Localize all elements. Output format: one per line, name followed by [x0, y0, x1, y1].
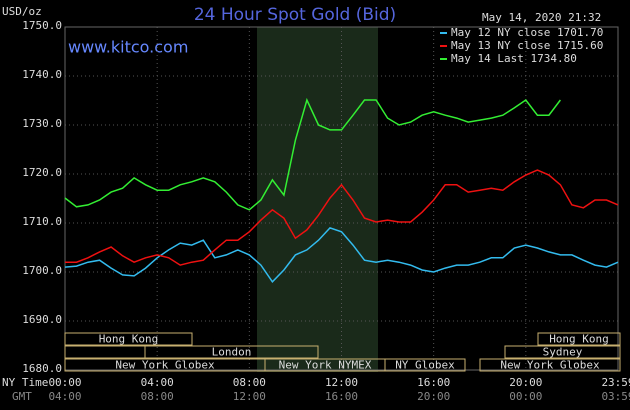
y-tick-label: 1730.0	[22, 117, 62, 130]
gmt-tick-label: 08:00	[141, 390, 174, 403]
session-label: New York Globex	[500, 359, 600, 372]
session-label: Hong Kong	[549, 333, 609, 346]
series-line	[64, 227, 619, 283]
session-label: NY Globex	[395, 359, 455, 372]
gmt-tick-label: 04:00	[48, 390, 81, 403]
session-bar	[144, 345, 319, 359]
session-bar	[504, 345, 621, 359]
y-tick-label: 1720.0	[22, 166, 62, 179]
session-label: New York NYMEX	[279, 359, 372, 372]
y-tick-label: 1740.0	[22, 68, 62, 81]
legend-entry: May 13 NY close 1715.60	[451, 39, 603, 52]
timestamp: May 14, 2020 21:32	[482, 11, 601, 24]
x-label-gmt: GMT	[12, 390, 32, 403]
y-tick-label: 1690.0	[22, 313, 62, 326]
session-label: London	[212, 346, 252, 359]
gmt-tick-label: 00:00	[509, 390, 542, 403]
legend-entry: May 12 NY close 1701.70	[451, 26, 603, 39]
session-label: Hong Kong	[99, 333, 159, 346]
series-line	[65, 169, 619, 266]
y-tick-label: 1680.0	[22, 362, 62, 375]
nymex-shade	[257, 27, 378, 372]
y-axis-label: USD/oz	[2, 5, 42, 18]
session-label: Sydney	[543, 346, 583, 359]
session-bar	[479, 358, 621, 372]
gmt-tick-label: 03:59	[601, 390, 630, 403]
x-tick-label: 04:00	[141, 376, 174, 389]
session-label: New York Globex	[115, 359, 215, 372]
session-bar	[384, 358, 466, 372]
series-line	[64, 97, 561, 211]
y-tick-label: 1710.0	[22, 215, 62, 228]
x-tick-label: 23:59	[601, 376, 630, 389]
x-tick-label: 08:00	[233, 376, 266, 389]
gmt-tick-label: 20:00	[417, 390, 450, 403]
legend-entry: May 14 Last 1734.80	[451, 52, 577, 65]
x-tick-label: 16:00	[417, 376, 450, 389]
x-tick-label: 12:00	[325, 376, 358, 389]
session-bar	[537, 332, 621, 346]
y-tick-label: 1750.0	[22, 19, 62, 32]
gmt-tick-label: 12:00	[233, 390, 266, 403]
x-tick-label: 00:00	[48, 376, 81, 389]
y-tick-label: 1700.0	[22, 264, 62, 277]
x-label-ny: NY Time	[2, 376, 48, 389]
x-tick-label: 20:00	[509, 376, 542, 389]
gmt-tick-label: 16:00	[325, 390, 358, 403]
session-bar	[64, 332, 193, 346]
chart-title: 24 Hour Spot Gold (Bid)	[194, 5, 396, 25]
source: www.kitco.com	[68, 38, 188, 57]
